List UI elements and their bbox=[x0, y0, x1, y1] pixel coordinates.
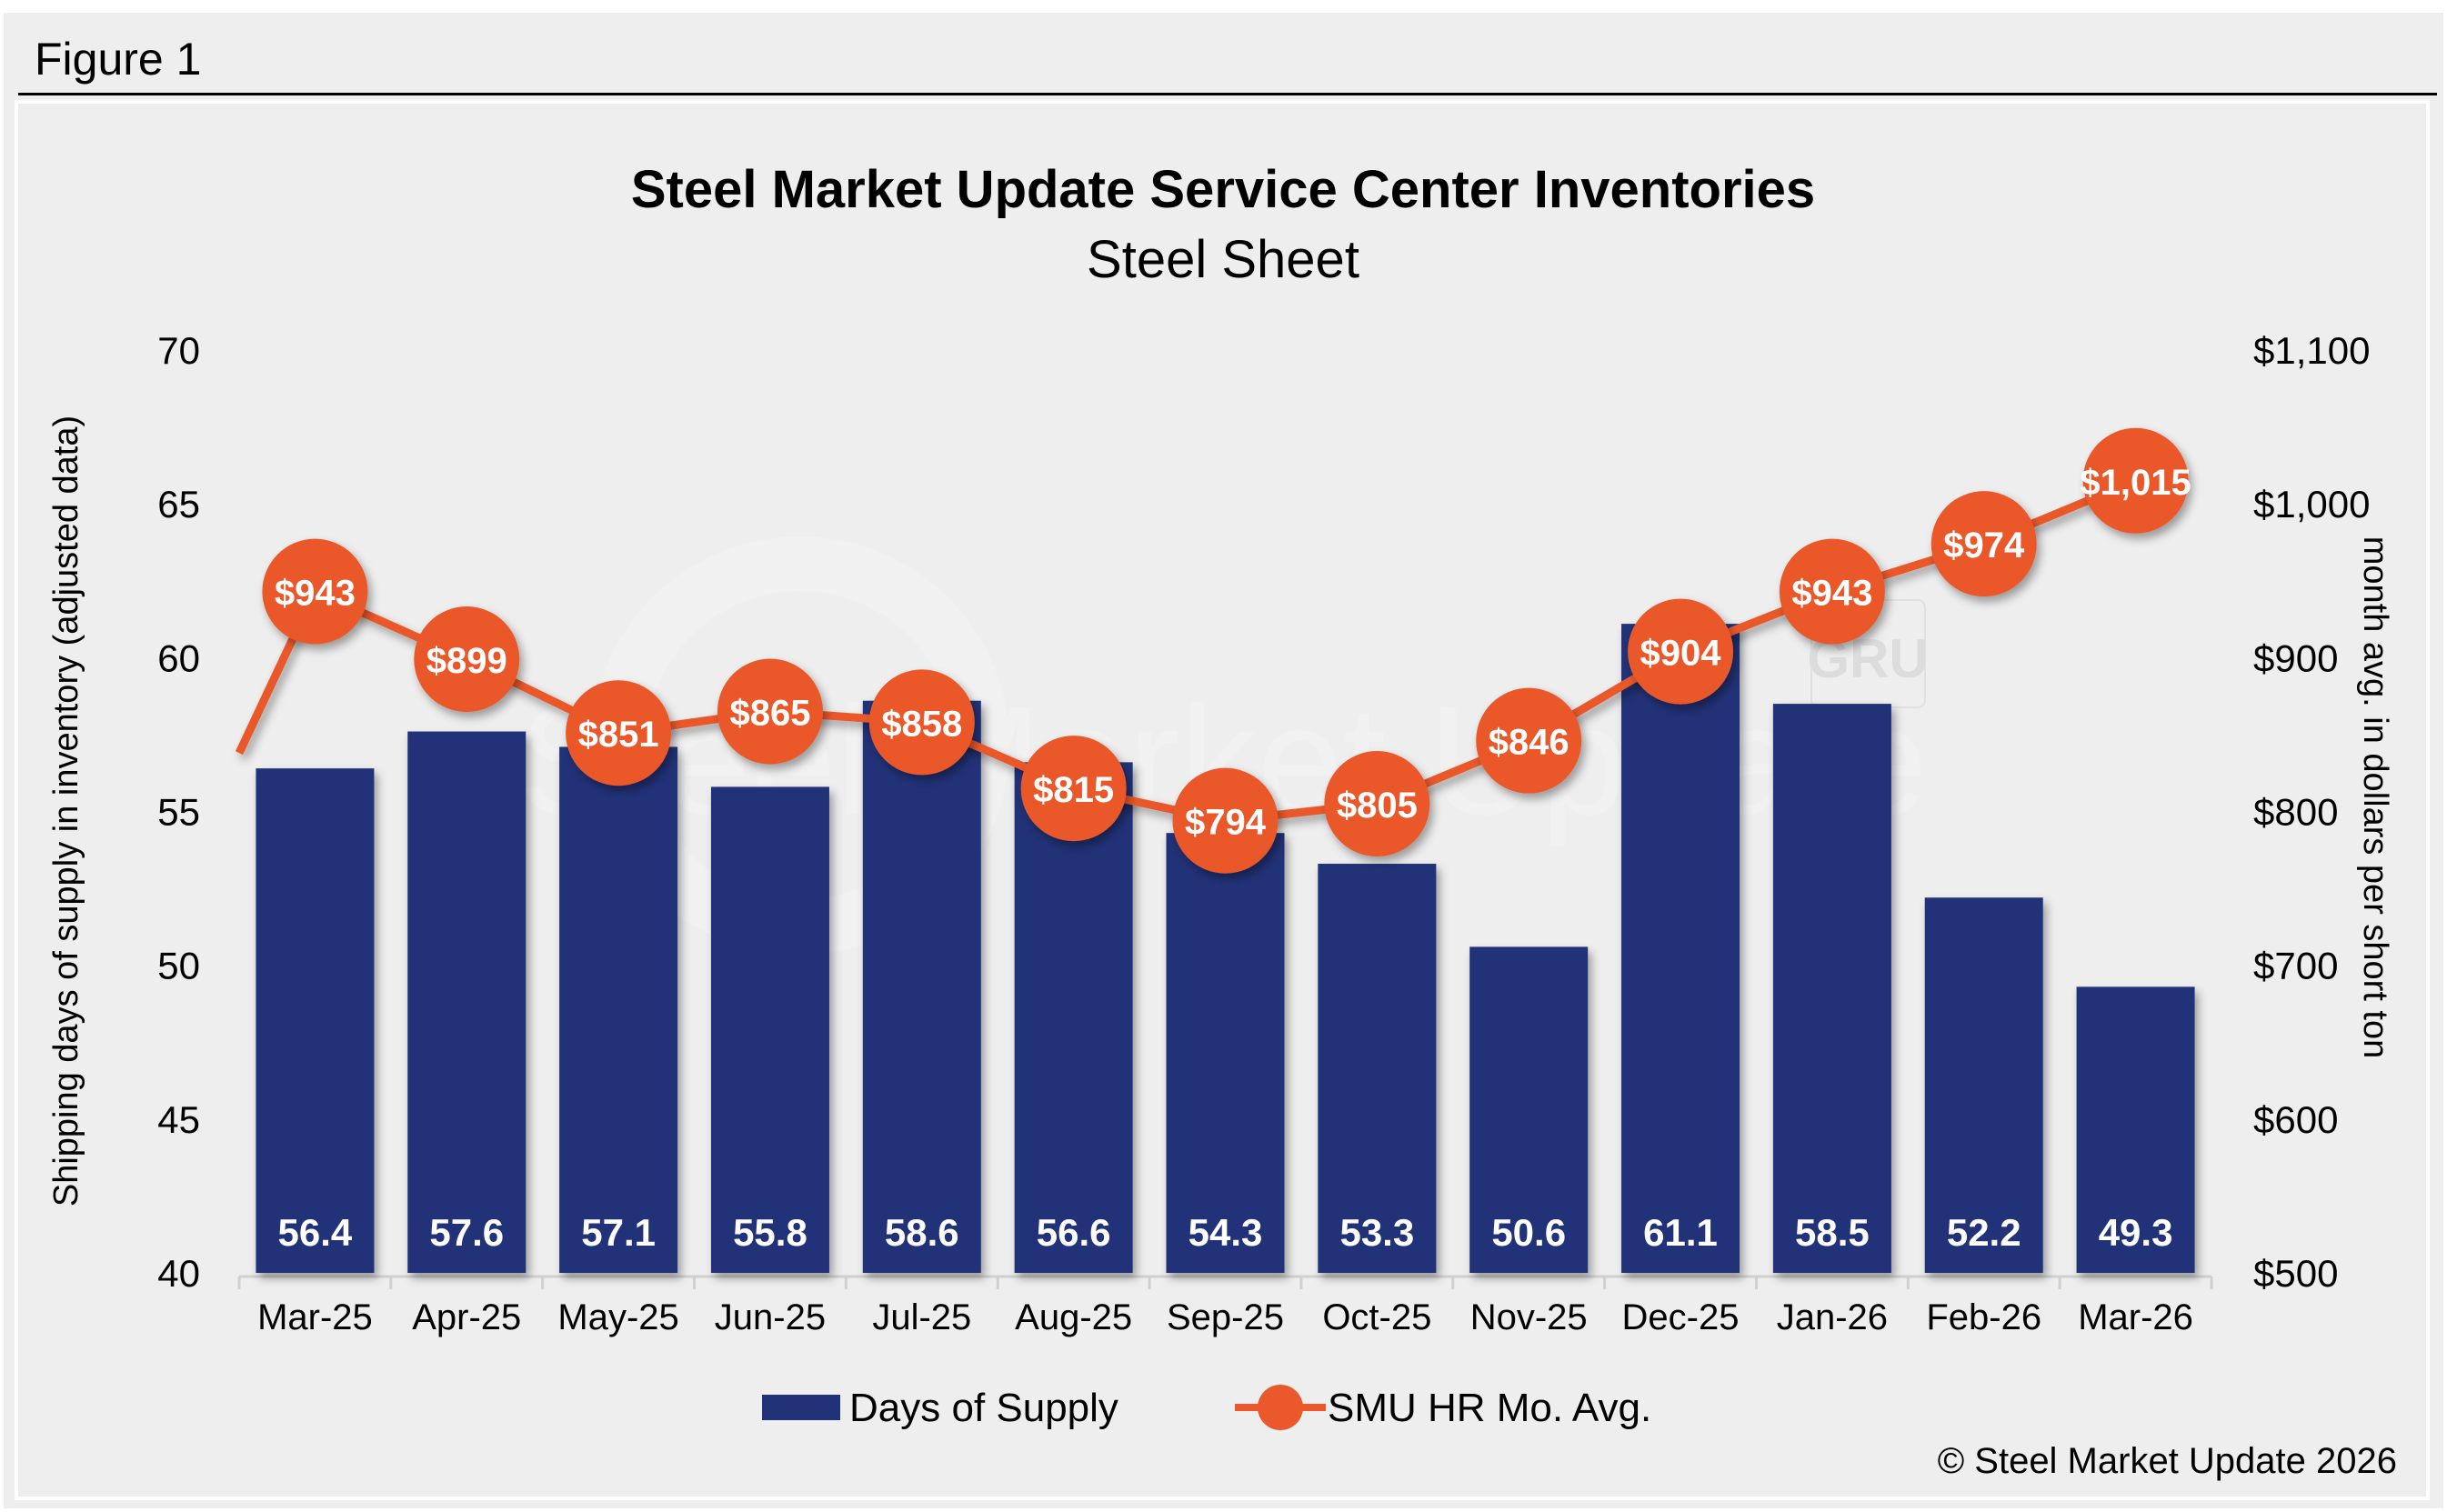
y2-tick-label: $1,000 bbox=[2253, 483, 2370, 526]
bar-days-of-supply bbox=[1621, 624, 1740, 1273]
marker-smu-hr bbox=[1628, 598, 1734, 705]
marker-smu-hr bbox=[262, 538, 368, 645]
bar-days-of-supply bbox=[862, 700, 981, 1273]
marker-smu-hr bbox=[1476, 687, 1582, 794]
legend-label-smu-hr: SMU HR Mo. Avg. bbox=[1328, 1386, 1651, 1430]
marker-smu-hr bbox=[1020, 736, 1127, 842]
legend: Days of Supply SMU HR Mo. Avg. bbox=[762, 1385, 1651, 1430]
marker-smu-hr bbox=[868, 669, 975, 776]
legend-label-days-of-supply: Days of Supply bbox=[849, 1386, 1118, 1430]
y2-tick-label: $500 bbox=[2253, 1252, 2338, 1295]
bar-days-of-supply bbox=[407, 731, 527, 1273]
x-tick-label: Sep-25 bbox=[1167, 1297, 1284, 1337]
line-data-label: $865 bbox=[729, 694, 810, 734]
bar-days-of-supply bbox=[256, 768, 375, 1273]
y2-tick-label: $700 bbox=[2253, 945, 2338, 987]
bar-data-label: 58.5 bbox=[1795, 1211, 1870, 1254]
line-data-label: $974 bbox=[1943, 526, 2025, 566]
y-tick-label: 60 bbox=[157, 636, 200, 679]
bar-data-label: 56.4 bbox=[278, 1211, 353, 1254]
bar-data-label: 57.1 bbox=[581, 1211, 656, 1254]
chart-subtitle: Steel Sheet bbox=[1087, 230, 1359, 289]
figure-label: Figure 1 bbox=[35, 34, 202, 85]
y-tick-label: 55 bbox=[157, 791, 200, 834]
y-axis-label: Shipping days of supply in inventory (ad… bbox=[47, 416, 85, 1207]
line-data-label: $899 bbox=[426, 641, 507, 681]
legend-swatch-marker bbox=[1258, 1385, 1303, 1430]
bar-data-label: 57.6 bbox=[429, 1211, 504, 1254]
line-data-label: $943 bbox=[1791, 574, 1872, 614]
line-data-label: $943 bbox=[275, 574, 356, 614]
marker-smu-hr bbox=[717, 658, 823, 765]
legend-swatch-days-of-supply bbox=[762, 1395, 840, 1420]
y2-tick-label: $900 bbox=[2253, 636, 2338, 679]
x-tick-label: Dec-25 bbox=[1622, 1297, 1740, 1337]
marker-smu-hr bbox=[1779, 538, 1885, 645]
x-tick-label: Mar-25 bbox=[257, 1297, 373, 1337]
marker-smu-hr bbox=[2082, 427, 2189, 534]
marker-smu-hr bbox=[566, 680, 672, 786]
line-data-label: $815 bbox=[1033, 770, 1114, 810]
chart-title: Steel Market Update Service Center Inven… bbox=[631, 160, 1815, 219]
figure-rule bbox=[18, 93, 2437, 95]
line-data-label: $805 bbox=[1337, 786, 1418, 826]
x-tick-label: Apr-25 bbox=[412, 1297, 521, 1337]
x-tick-label: Aug-25 bbox=[1015, 1297, 1132, 1337]
bar-days-of-supply bbox=[1924, 897, 2043, 1273]
y-tick-label: 70 bbox=[157, 329, 200, 372]
x-tick-label: Jan-26 bbox=[1777, 1297, 1888, 1337]
line-data-label: $846 bbox=[1489, 723, 1569, 763]
bar-data-label: 61.1 bbox=[1643, 1211, 1718, 1254]
line-data-label: $794 bbox=[1185, 803, 1267, 843]
marker-smu-hr bbox=[1172, 767, 1279, 874]
bar-data-label: 55.8 bbox=[733, 1211, 807, 1254]
bar-data-label: 50.6 bbox=[1491, 1211, 1566, 1254]
bar-days-of-supply bbox=[1318, 864, 1437, 1273]
bar-data-label: 56.6 bbox=[1037, 1211, 1111, 1254]
marker-smu-hr bbox=[1324, 751, 1430, 857]
bar-days-of-supply bbox=[559, 746, 678, 1273]
bar-data-label: 54.3 bbox=[1188, 1211, 1263, 1254]
bar-data-label: 53.3 bbox=[1339, 1211, 1414, 1254]
line-data-label: $1,015 bbox=[2080, 463, 2191, 503]
source-copyright: © Steel Market Update 2026 bbox=[1938, 1441, 2397, 1481]
bar-days-of-supply bbox=[1772, 704, 1891, 1273]
bar-data-label: 52.2 bbox=[1947, 1211, 2021, 1254]
y2-tick-label: $1,100 bbox=[2253, 329, 2370, 372]
y-tick-label: 65 bbox=[157, 483, 200, 526]
bar-days-of-supply bbox=[1014, 762, 1133, 1273]
x-tick-label: Jul-25 bbox=[872, 1297, 971, 1337]
line-data-label: $904 bbox=[1640, 634, 1722, 674]
y-tick-label: 50 bbox=[157, 945, 200, 987]
x-tick-label: Jun-25 bbox=[715, 1297, 826, 1337]
line-data-label: $858 bbox=[881, 704, 962, 744]
x-tick-label: Mar-26 bbox=[2078, 1297, 2193, 1337]
y2-tick-label: $600 bbox=[2253, 1098, 2338, 1141]
bar-days-of-supply bbox=[2076, 986, 2195, 1273]
bar-days-of-supply bbox=[1166, 833, 1285, 1273]
bar-data-label: 58.6 bbox=[885, 1211, 959, 1254]
marker-smu-hr bbox=[414, 606, 520, 713]
x-tick-label: Nov-25 bbox=[1470, 1297, 1588, 1337]
x-tick-label: Oct-25 bbox=[1322, 1297, 1431, 1337]
bar-days-of-supply bbox=[1469, 946, 1589, 1273]
marker-smu-hr bbox=[1931, 491, 2037, 597]
y2-axis-label: month avg. in dollars per short ton bbox=[2356, 536, 2394, 1059]
bar-data-label: 49.3 bbox=[2099, 1211, 2173, 1254]
y-tick-label: 45 bbox=[157, 1098, 200, 1141]
x-tick-label: Feb-26 bbox=[1926, 1297, 2041, 1337]
x-tick-label: May-25 bbox=[557, 1297, 678, 1337]
line-data-label: $851 bbox=[578, 715, 659, 755]
y2-tick-label: $800 bbox=[2253, 791, 2338, 834]
bar-days-of-supply bbox=[710, 786, 829, 1273]
y-tick-label: 40 bbox=[157, 1252, 200, 1295]
